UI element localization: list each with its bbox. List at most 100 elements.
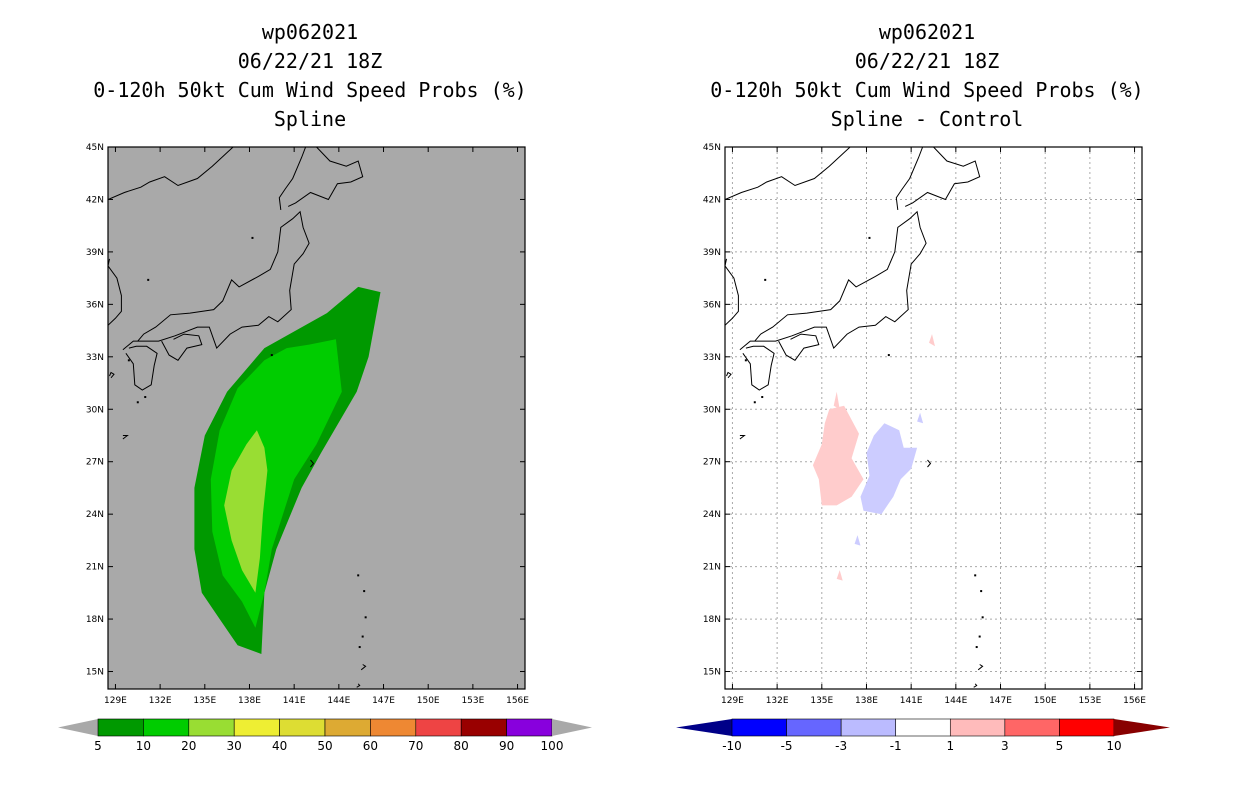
y-tick-label: 45N bbox=[703, 143, 721, 153]
coastline bbox=[973, 683, 978, 688]
coastline bbox=[122, 435, 129, 440]
colorbar-label: 10 bbox=[1106, 739, 1121, 753]
coastline bbox=[356, 683, 361, 688]
y-tick-label: 18N bbox=[86, 615, 104, 625]
colorbar-swatch bbox=[370, 718, 417, 737]
x-tick-label: 147E bbox=[372, 696, 395, 706]
coastline bbox=[725, 147, 851, 200]
colorbar-label: 60 bbox=[363, 739, 378, 753]
coastline bbox=[715, 464, 721, 471]
colorbar-label: 5 bbox=[94, 739, 102, 753]
island-dot bbox=[753, 401, 756, 404]
colorbar-label: 30 bbox=[227, 739, 242, 753]
y-tick-label: 24N bbox=[86, 510, 104, 520]
contour-1to3 bbox=[833, 391, 840, 410]
island-dot bbox=[358, 646, 361, 649]
y-tick-label: 30N bbox=[703, 405, 721, 415]
map-background bbox=[725, 147, 1142, 689]
island-dot bbox=[744, 359, 747, 362]
contour-1to3 bbox=[836, 570, 843, 581]
y-tick-label: 30N bbox=[86, 405, 104, 415]
y-tick-label: 15N bbox=[86, 668, 104, 678]
colorbar-under-triangle bbox=[676, 719, 732, 736]
colorbar-swatch bbox=[895, 718, 951, 737]
contour-1to3 bbox=[812, 405, 864, 506]
map-layer bbox=[715, 147, 1142, 689]
x-tick-label: 135E bbox=[810, 696, 833, 706]
colorbar-over-triangle bbox=[552, 719, 592, 736]
colorbar-swatch bbox=[415, 718, 462, 737]
colorbar-label: 100 bbox=[541, 739, 564, 753]
coastline bbox=[125, 345, 158, 391]
y-tick-label: 27N bbox=[703, 458, 721, 468]
colorbar-swatch bbox=[1059, 718, 1115, 737]
x-tick-label: 156E bbox=[506, 696, 529, 706]
colorbar-swatch bbox=[233, 718, 280, 737]
coastline bbox=[726, 371, 732, 379]
map-frame bbox=[724, 146, 1143, 690]
colorbar-label: 3 bbox=[1001, 739, 1009, 753]
colorbar-swatch bbox=[1004, 718, 1060, 737]
colorbar-swatch bbox=[460, 718, 507, 737]
island-dot bbox=[764, 278, 767, 281]
colorbar-over-triangle bbox=[1114, 719, 1170, 736]
colorbar-swatch bbox=[731, 718, 787, 737]
colorbar-swatch bbox=[949, 718, 1006, 737]
island-dot bbox=[270, 354, 273, 357]
colorbar-label: -3 bbox=[835, 739, 847, 753]
x-tick-label: 144E bbox=[944, 696, 967, 706]
coastline bbox=[895, 147, 981, 210]
island-dot bbox=[136, 401, 139, 404]
island-dot bbox=[364, 616, 367, 619]
x-tick-label: 129E bbox=[721, 696, 744, 706]
colorbar-swatch bbox=[786, 718, 842, 737]
island-dot bbox=[868, 236, 871, 239]
coastline bbox=[310, 459, 315, 468]
colorbar-under-triangle bbox=[58, 719, 98, 736]
x-tick-label: 156E bbox=[1123, 696, 1146, 706]
panel-subtitle: Spline - Control bbox=[830, 107, 1024, 131]
colorbar-label: 80 bbox=[454, 739, 469, 753]
x-tick-label: 138E bbox=[238, 696, 261, 706]
island-dot bbox=[975, 646, 978, 649]
colorbar-swatch bbox=[840, 718, 897, 737]
contour--3to-1 bbox=[854, 535, 861, 546]
y-tick-label: 39N bbox=[86, 248, 104, 258]
y-tick-label: 24N bbox=[703, 510, 721, 520]
y-tick-label: 45N bbox=[86, 143, 104, 153]
map-layer bbox=[98, 147, 381, 688]
colorbar-swatch bbox=[188, 718, 235, 737]
colorbar-label: 70 bbox=[408, 739, 423, 753]
y-tick-label: 27N bbox=[86, 458, 104, 468]
forecast-time: 06/22/21 18Z bbox=[854, 49, 1000, 73]
colorbar-label: 20 bbox=[181, 739, 196, 753]
x-tick-label: 129E bbox=[104, 696, 127, 706]
island-dot bbox=[980, 590, 983, 593]
y-tick-label: 18N bbox=[703, 615, 721, 625]
coastline bbox=[778, 333, 820, 361]
y-tick-label: 15N bbox=[703, 668, 721, 678]
colorbar-label: -5 bbox=[781, 739, 793, 753]
x-tick-label: 147E bbox=[989, 696, 1012, 706]
storm-id: wp062021 bbox=[878, 20, 976, 44]
island-dot bbox=[251, 236, 254, 239]
contour-1to3 bbox=[929, 334, 935, 347]
colorbar-swatch bbox=[97, 718, 144, 737]
island-dot bbox=[147, 278, 150, 281]
island-dot bbox=[361, 635, 364, 638]
storm-id: wp062021 bbox=[261, 20, 359, 44]
island-dot bbox=[761, 396, 764, 399]
colorbar-swatch bbox=[279, 718, 326, 737]
y-tick-label: 42N bbox=[703, 195, 721, 205]
island-dot bbox=[887, 354, 890, 357]
y-tick-label: 21N bbox=[86, 563, 104, 573]
coastline bbox=[98, 464, 104, 471]
coastline bbox=[108, 147, 234, 200]
coastline bbox=[725, 258, 739, 326]
x-tick-label: 150E bbox=[1034, 696, 1057, 706]
colorbar-label: 90 bbox=[499, 739, 514, 753]
x-tick-label: 132E bbox=[766, 696, 789, 706]
contour-20-30 bbox=[224, 430, 268, 593]
y-tick-label: 42N bbox=[86, 195, 104, 205]
coastline bbox=[739, 435, 746, 440]
